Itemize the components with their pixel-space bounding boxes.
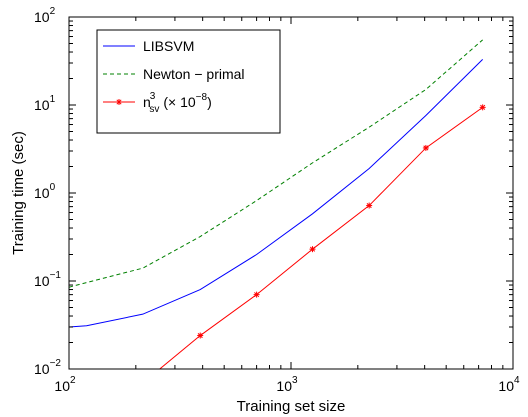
legend-marker-nsv xyxy=(116,99,122,105)
series-point-2 xyxy=(253,291,260,298)
y-tick-label: 10−2 xyxy=(34,358,61,377)
series-line-1 xyxy=(69,39,483,288)
series-point-2 xyxy=(366,202,373,209)
legend-label-libsvm: LIBSVM xyxy=(143,38,194,54)
series-point-2 xyxy=(422,144,429,151)
legend: LIBSVM Newton − primal n3 sv (× 10−8) xyxy=(96,29,281,134)
series-point-2 xyxy=(197,332,204,339)
x-tick-label: 104 xyxy=(498,375,520,394)
x-tick-label: 103 xyxy=(276,375,298,394)
legend-box xyxy=(96,29,281,134)
legend-label-nsv: n3 sv (× 10−8) xyxy=(143,91,212,115)
y-tick-label: 10−1 xyxy=(34,270,61,289)
label-layer: 102 103 104 10−2 10−1 100 101 102 xyxy=(34,6,520,394)
y-axis-label: Training time (sec) xyxy=(10,131,27,255)
series-point-2 xyxy=(479,104,486,111)
series-point-2 xyxy=(309,246,316,253)
legend-label-newton: Newton − primal xyxy=(143,66,245,82)
series-line-0 xyxy=(69,59,484,328)
series-layer xyxy=(69,39,486,369)
x-tick-label: 102 xyxy=(54,375,76,394)
y-tick-label: 101 xyxy=(34,94,56,113)
y-tick-label: 100 xyxy=(34,182,56,201)
plot-border xyxy=(68,16,514,370)
x-axis-label: Training set size xyxy=(237,398,346,415)
y-tick-label: 102 xyxy=(34,6,56,25)
